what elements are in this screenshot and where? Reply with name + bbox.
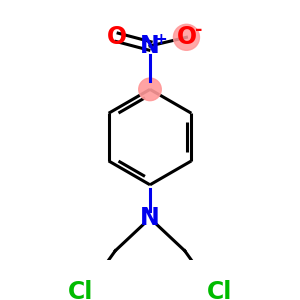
Text: +: + <box>154 32 167 46</box>
Text: O: O <box>176 25 196 49</box>
Text: O: O <box>107 25 127 49</box>
Circle shape <box>173 24 200 50</box>
Text: N: N <box>140 34 160 58</box>
Text: -: - <box>195 21 202 39</box>
Circle shape <box>139 78 161 100</box>
Text: N: N <box>140 206 160 230</box>
Text: Cl: Cl <box>207 280 232 300</box>
Text: Cl: Cl <box>68 280 93 300</box>
